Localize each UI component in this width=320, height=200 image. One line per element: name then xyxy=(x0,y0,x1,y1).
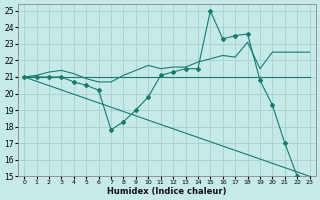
X-axis label: Humidex (Indice chaleur): Humidex (Indice chaleur) xyxy=(107,187,227,196)
